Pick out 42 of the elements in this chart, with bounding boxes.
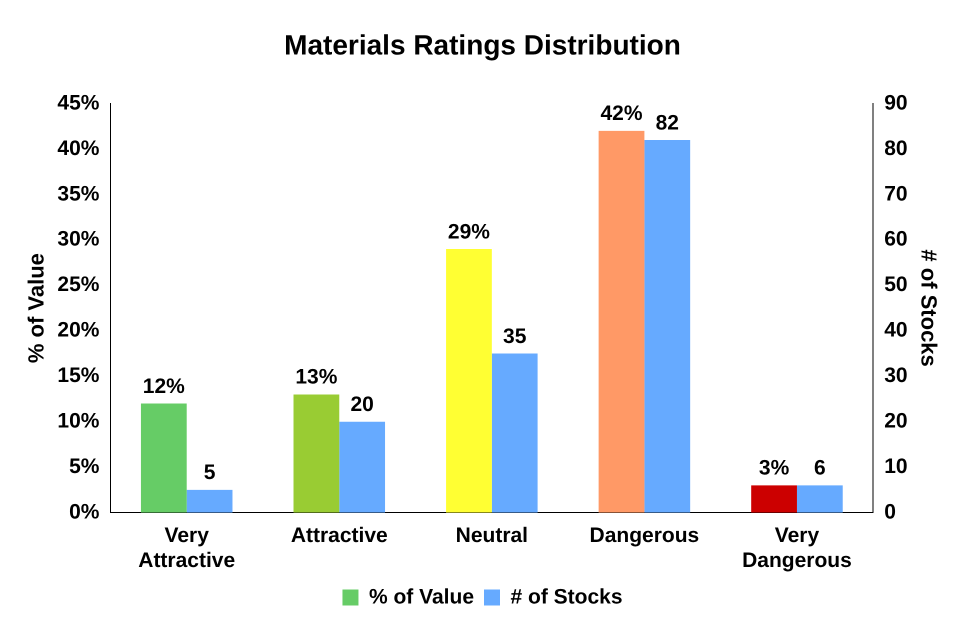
data-label: 35 xyxy=(503,324,527,348)
bar xyxy=(140,404,187,513)
y-axis-title: % of Value xyxy=(23,253,48,364)
data-label: 13% xyxy=(295,366,338,389)
y2-tick-label: 20 xyxy=(884,410,908,433)
chart-title: Materials Ratings Distribution xyxy=(284,30,681,61)
y-tick-label: 15% xyxy=(57,364,100,388)
data-label: 3% xyxy=(758,456,790,480)
y-tick-label: 45% xyxy=(57,91,100,114)
y2-axis-title: # of Stocks xyxy=(916,249,942,367)
y-tick-label: 35% xyxy=(57,182,100,206)
y-tick-label: 40% xyxy=(57,136,100,160)
y-tick-label: 20% xyxy=(57,318,100,342)
data-label: 42% xyxy=(600,102,643,126)
y2-tick-label: 10 xyxy=(884,454,908,478)
data-label: 12% xyxy=(142,374,186,398)
legend-label: % of Value xyxy=(368,585,474,608)
y-tick-label: 30% xyxy=(57,228,100,251)
y2-tick-label: 50 xyxy=(884,273,908,296)
x-tick-label: Very Attractive xyxy=(138,524,236,572)
data-label: 6 xyxy=(814,456,826,480)
bar xyxy=(186,490,232,513)
data-label: 20 xyxy=(350,393,374,416)
data-label: 5 xyxy=(204,461,216,484)
x-tick-label: Attractive xyxy=(290,524,388,547)
y2-tick-label: 0 xyxy=(884,500,896,524)
y-tick-label: 25% xyxy=(57,273,100,296)
x-tick-label: Very Dangerous xyxy=(742,524,852,572)
y-tick-label: 10% xyxy=(57,410,100,433)
y2-tick-label: 40 xyxy=(884,318,908,342)
x-tick-label: Neutral xyxy=(456,524,528,547)
y2-tick-label: 90 xyxy=(884,91,908,114)
y-tick-label: 5% xyxy=(69,454,100,478)
y2-tick-label: 30 xyxy=(884,364,908,388)
y2-tick-label: 70 xyxy=(884,182,908,206)
data-label: 82 xyxy=(656,111,679,134)
y2-tick-label: 60 xyxy=(884,228,908,251)
x-tick-label: Dangerous xyxy=(590,524,700,547)
y2-tick-label: 80 xyxy=(884,136,908,160)
y-tick-label: 0% xyxy=(69,500,100,524)
legend-label: # of Stocks xyxy=(510,585,623,608)
data-label: 29% xyxy=(448,220,490,244)
